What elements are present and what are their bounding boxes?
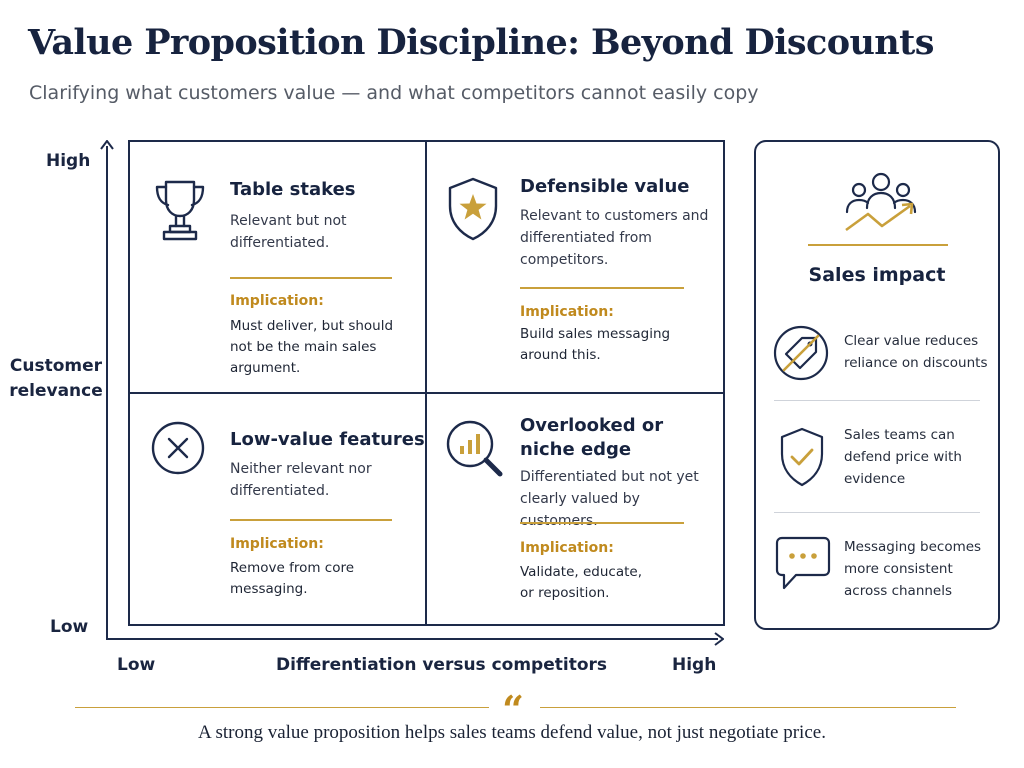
x-axis-title: Differentiation versus competitors [276, 655, 608, 675]
quadrant-description: Relevant but not differentiated. [230, 213, 347, 251]
quadrant-divider [520, 287, 684, 289]
impact-item-price-defense: Sales teams can defend price with eviden… [772, 426, 988, 506]
implication-label: Implication: [230, 536, 324, 552]
footer-quote: A strong value proposition helps sales t… [198, 722, 826, 743]
x-axis-arrow-icon [714, 632, 724, 646]
quadrant-description: Neither relevant nor differentiated. [230, 461, 372, 499]
quote-rule-left [75, 707, 489, 708]
y-axis-title: Customer relevance [9, 356, 103, 401]
y-axis-line [106, 146, 108, 640]
quote-mark-icon: “ [502, 687, 524, 732]
impact-item-discounts: Clear value reduces reliance on discount… [772, 324, 988, 404]
quadrant-description: Differentiated but not yet clearly value… [520, 469, 699, 529]
shield-check-icon [780, 427, 824, 487]
quadrant-title: Table stakes [230, 179, 356, 200]
y-axis-arrow-icon [100, 140, 114, 150]
quadrant-title: Defensible value [520, 176, 690, 197]
quadrant-table-stakes: Table stakes Relevant but not differenti… [130, 142, 425, 392]
impact-text: Clear value reduces reliance on discount… [844, 333, 988, 371]
sales-impact-title: Sales impact [808, 264, 946, 286]
no-discount-tag-icon [773, 325, 829, 381]
implication-label: Implication: [520, 540, 614, 556]
quadrant-title: Overlooked or niche edge [520, 415, 664, 460]
x-circle-icon [151, 421, 205, 475]
matrix-vertical-divider [425, 142, 427, 624]
sales-impact-panel: Sales impact Clear value reduces relianc… [754, 140, 1000, 630]
value-matrix: Table stakes Relevant but not differenti… [128, 140, 725, 626]
quadrant-divider [520, 522, 684, 524]
y-axis-high-label: High [46, 151, 91, 171]
quadrant-defensible-value: Defensible value Relevant to customers a… [427, 142, 723, 392]
implication-text: Validate, educate, or reposition. [520, 564, 643, 601]
y-axis-low-label: Low [50, 617, 89, 637]
quote-rule-right [540, 707, 956, 708]
implication-label: Implication: [230, 293, 324, 309]
implication-text: Build sales messaging around this. [520, 326, 671, 363]
panel-separator [774, 400, 980, 401]
magnifier-chart-icon [446, 420, 503, 477]
implication-text: Remove from core messaging. [230, 560, 355, 597]
speech-bubble-icon [775, 536, 831, 590]
impact-text: Sales teams can defend price with eviden… [844, 427, 962, 487]
quadrant-overlooked-niche-edge: Overlooked or niche edge Differentiated … [427, 394, 723, 626]
trophy-icon [155, 180, 205, 241]
panel-separator [774, 512, 980, 513]
panel-title-rule [808, 244, 948, 246]
implication-label: Implication: [520, 304, 614, 320]
quadrant-title: Low-value features [230, 429, 425, 450]
quadrant-low-value-features: Low-value features Neither relevant nor … [130, 394, 425, 626]
page-subtitle: Clarifying what customers value — and wh… [29, 82, 759, 104]
implication-text: Must deliver, but should not be the main… [230, 318, 394, 376]
impact-text: Messaging becomes more consistent across… [844, 539, 982, 599]
quadrant-divider [230, 277, 392, 279]
impact-item-messaging: Messaging becomes more consistent across… [772, 534, 988, 614]
page-title: Value Proposition Discipline: Beyond Dis… [28, 22, 934, 63]
x-axis-high-label: High [672, 655, 717, 675]
x-axis-low-label: Low [117, 655, 156, 675]
x-axis-line [106, 638, 718, 640]
quadrant-description: Relevant to customers and differentiated… [520, 208, 709, 268]
quadrant-divider [230, 519, 392, 521]
shield-star-icon [448, 177, 498, 241]
team-growth-icon [845, 172, 917, 232]
matrix-horizontal-divider [130, 392, 723, 394]
